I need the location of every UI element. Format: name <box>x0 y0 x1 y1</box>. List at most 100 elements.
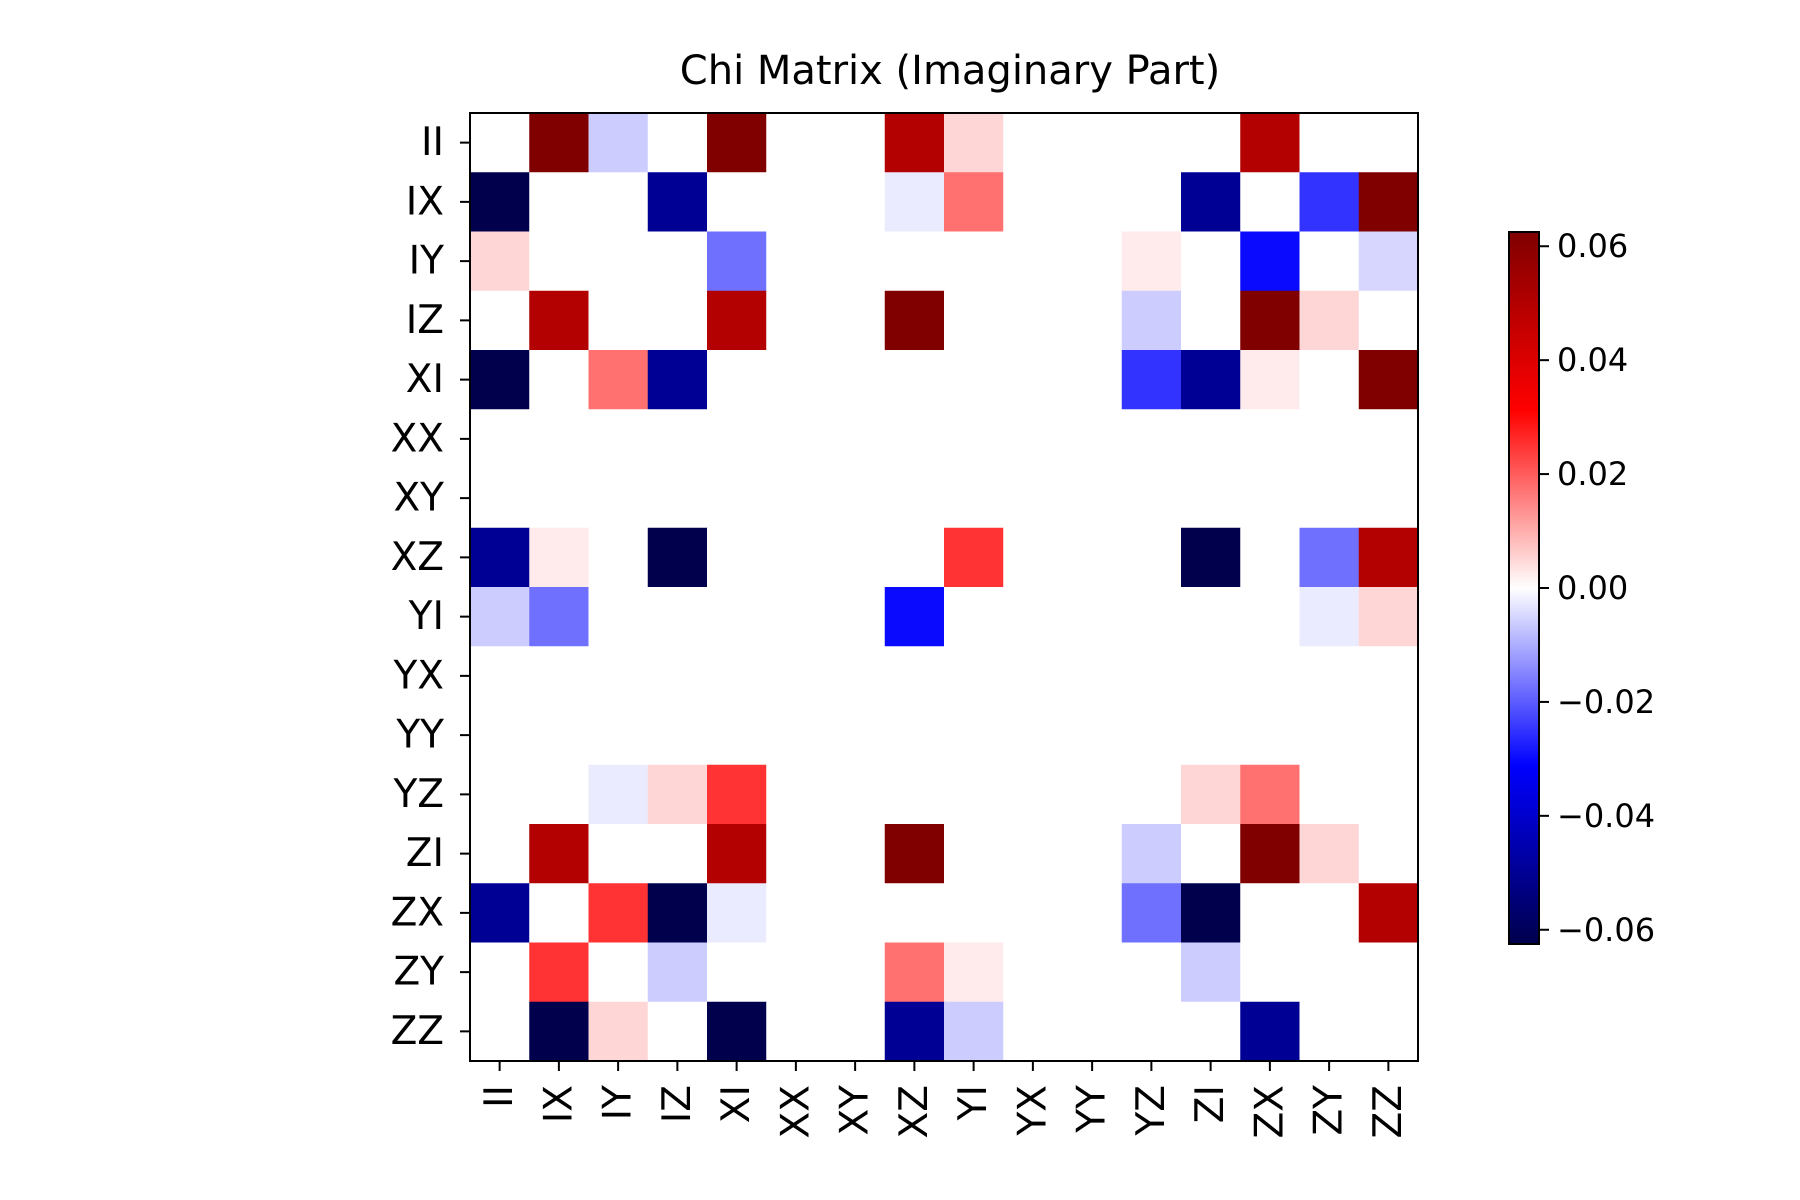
cell-YY-XY <box>825 705 886 766</box>
cell-YI-II <box>470 587 530 647</box>
cell-XY-YI <box>944 468 1004 529</box>
cell-II-ZZ <box>1358 113 1419 173</box>
colorbar-tick-label: 0.06 <box>1557 227 1628 265</box>
cell-YX-ZY <box>1299 646 1360 707</box>
cell-IZ-XI <box>707 290 767 351</box>
cell-ZY-XZ <box>884 942 945 1003</box>
cell-XI-ZZ <box>1358 350 1419 410</box>
cell-IY-YI <box>944 231 1004 292</box>
cell-XI-ZI <box>1181 350 1241 410</box>
cell-II-YI <box>944 113 1004 173</box>
cell-II-XZ <box>884 113 945 173</box>
row-tick-label-XZ: XZ <box>391 535 444 580</box>
cell-YI-ZZ <box>1358 587 1419 647</box>
cell-ZY-IZ <box>647 942 708 1003</box>
cell-XY-ZY <box>1299 468 1360 529</box>
cell-II-ZY <box>1299 113 1360 173</box>
cell-ZZ-XX <box>766 1001 827 1062</box>
cell-YZ-YX <box>1003 764 1064 825</box>
cell-ZX-XI <box>707 883 767 944</box>
cell-XX-IX <box>529 409 590 470</box>
cell-ZZ-YX <box>1003 1001 1064 1062</box>
colorbar-tick-label: −0.02 <box>1557 683 1655 721</box>
cell-ZX-ZY <box>1299 883 1360 944</box>
cell-IZ-XY <box>825 290 886 351</box>
column-tick-label-YZ: YZ <box>1129 1085 1174 1137</box>
colorbar: 0.06 0.04 0.02 0.00 −0.02 −0.04 −0.06 <box>1508 227 1655 949</box>
cell-XY-YY <box>1062 468 1123 529</box>
cell-XY-ZX <box>1240 468 1301 529</box>
cell-YZ-IX <box>529 764 590 825</box>
cell-IZ-YX <box>1003 290 1064 351</box>
row-tick-label-XI: XI <box>406 357 444 402</box>
cell-ZX-XZ <box>884 883 945 944</box>
cell-YI-IX <box>529 587 590 647</box>
cell-YY-ZX <box>1240 705 1301 766</box>
cell-ZI-YZ <box>1121 824 1182 884</box>
cell-YX-IZ <box>647 646 708 707</box>
cell-IX-XX <box>766 172 827 233</box>
cell-XY-XY <box>825 468 886 529</box>
cell-IY-XZ <box>884 231 945 292</box>
cell-YY-YX <box>1003 705 1064 766</box>
cell-IZ-IX <box>529 290 590 351</box>
cell-IX-YY <box>1062 172 1123 233</box>
cell-YZ-IZ <box>647 764 708 825</box>
cell-IY-XI <box>707 231 767 292</box>
cell-XY-IX <box>529 468 590 529</box>
cell-ZI-ZI <box>1181 824 1241 884</box>
cell-XX-YY <box>1062 409 1123 470</box>
cell-ZI-IX <box>529 824 590 884</box>
cell-IZ-ZZ <box>1358 290 1419 351</box>
cell-YI-IZ <box>647 587 708 647</box>
cell-ZZ-XY <box>825 1001 886 1062</box>
cell-IY-XX <box>766 231 827 292</box>
colorbar-tick-label: 0.02 <box>1557 455 1628 493</box>
cell-YY-IX <box>529 705 590 766</box>
cell-ZX-ZI <box>1181 883 1241 944</box>
cell-YY-XZ <box>884 705 945 766</box>
cell-XY-XZ <box>884 468 945 529</box>
cell-YZ-ZI <box>1181 764 1241 825</box>
cell-XX-YX <box>1003 409 1064 470</box>
cell-XX-YZ <box>1121 409 1182 470</box>
row-tick-label-YX: YX <box>392 653 444 698</box>
cell-YX-XI <box>707 646 767 707</box>
column-tick-label-YX: YX <box>1010 1085 1055 1137</box>
row-tick-label-ZY: ZY <box>393 950 444 995</box>
cell-XX-IZ <box>647 409 708 470</box>
cell-IX-XY <box>825 172 886 233</box>
cell-ZY-ZX <box>1240 942 1301 1003</box>
cell-II-XY <box>825 113 886 173</box>
cell-II-II <box>470 113 530 173</box>
cell-IX-XZ <box>884 172 945 233</box>
cell-XZ-YX <box>1003 527 1064 588</box>
cell-YZ-XY <box>825 764 886 825</box>
cell-YZ-ZY <box>1299 764 1360 825</box>
cell-ZI-ZY <box>1299 824 1360 884</box>
cell-ZI-IY <box>588 824 649 884</box>
row-tick-label-XY: XY <box>393 476 444 521</box>
colorbar-gradient <box>1508 231 1540 945</box>
cell-IY-IX <box>529 231 590 292</box>
cell-XZ-XZ <box>884 527 945 588</box>
cell-YI-ZY <box>1299 587 1360 647</box>
cell-YX-IX <box>529 646 590 707</box>
cell-YY-YY <box>1062 705 1123 766</box>
column-tick-label-II: II <box>477 1085 522 1108</box>
cell-YI-XY <box>825 587 886 647</box>
cell-II-IX <box>529 113 590 173</box>
cell-XI-YX <box>1003 350 1064 410</box>
cell-IZ-ZI <box>1181 290 1241 351</box>
cell-IX-II <box>470 172 530 233</box>
cell-XI-XX <box>766 350 827 410</box>
cell-YX-ZZ <box>1358 646 1419 707</box>
cell-XI-XZ <box>884 350 945 410</box>
cell-YI-YX <box>1003 587 1064 647</box>
column-tick-label-ZZ: ZZ <box>1366 1085 1411 1138</box>
cell-ZY-YX <box>1003 942 1064 1003</box>
cell-IX-IY <box>588 172 649 233</box>
cell-IY-ZX <box>1240 231 1301 292</box>
cell-II-YX <box>1003 113 1064 173</box>
